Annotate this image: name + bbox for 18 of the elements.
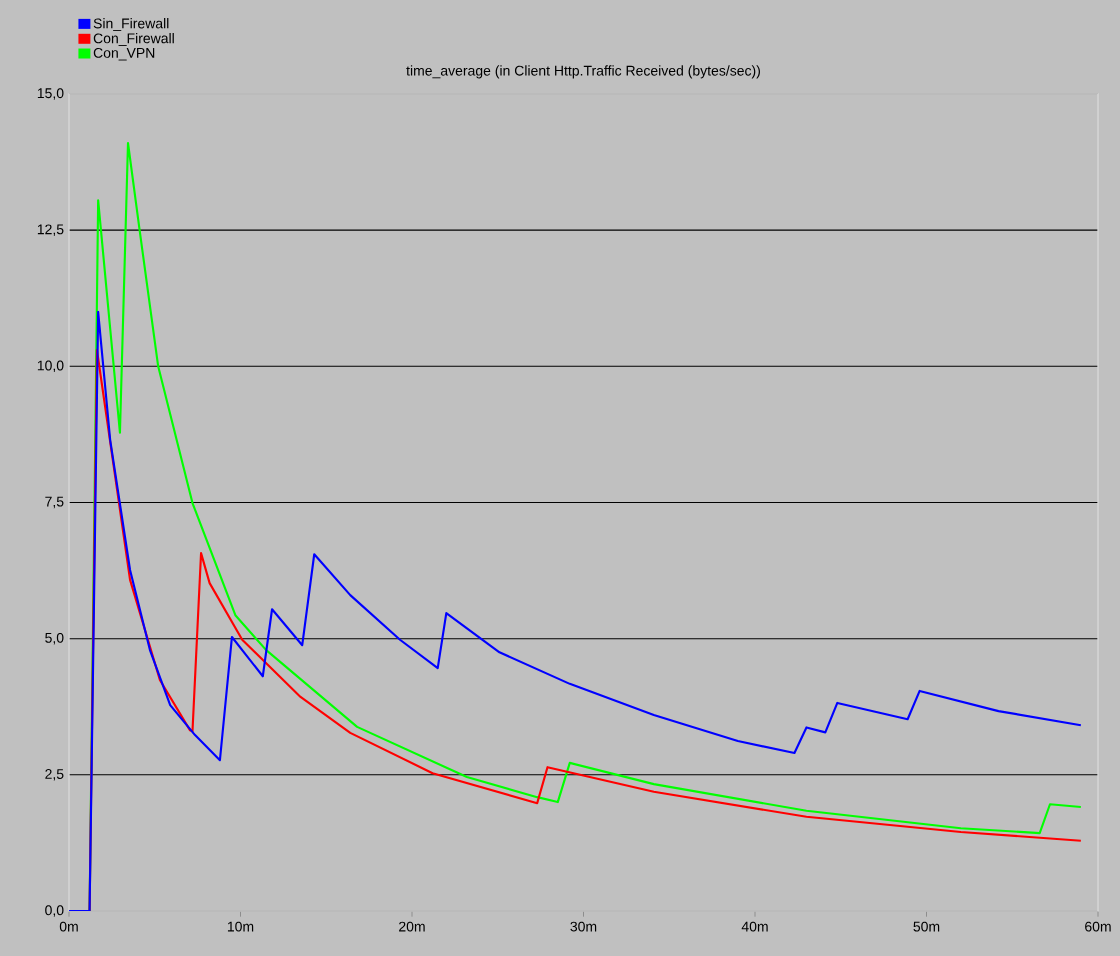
legend-label: Con_VPN — [93, 47, 155, 61]
y-tick-label: 7,5 — [45, 496, 64, 509]
legend-label: Con_Firewall — [93, 33, 174, 46]
legend-label: Sin_Firewall — [93, 18, 169, 32]
y-tick-label: 2,5 — [45, 769, 64, 781]
x-tick-label: 20m — [399, 921, 425, 932]
x-tick-label: 10m — [227, 921, 254, 932]
x-tick-label: 40m — [741, 921, 768, 932]
y-tick-label: 12,5 — [37, 224, 64, 236]
y-tick-label: 5,0 — [45, 632, 64, 645]
y-tick-label: 0,0 — [45, 905, 64, 917]
x-tick-label: 30m — [570, 921, 597, 932]
chart-title: time_average (in Client Http.Traffic Received (bytes/sec)) — [406, 65, 760, 79]
y-tick-label: 10,0 — [37, 360, 64, 373]
x-tick-label: 60m — [1085, 921, 1111, 932]
x-tick-label: 50m — [913, 921, 940, 932]
x-tick-label: 0m — [59, 921, 78, 932]
y-tick-label: 15,0 — [37, 88, 64, 100]
